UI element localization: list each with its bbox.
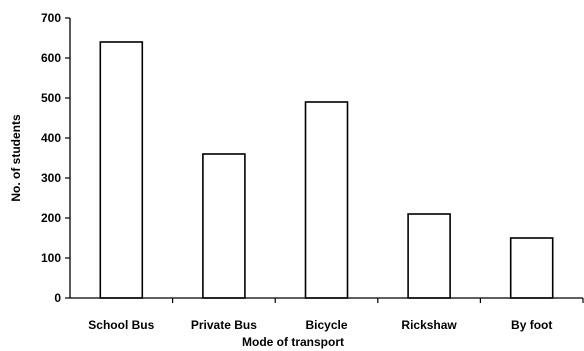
y-axis-label: No. of students	[9, 114, 23, 202]
bar	[202, 153, 246, 299]
x-tick-label: By foot	[511, 318, 552, 332]
bar	[407, 213, 451, 299]
y-axis-ticks: 0 100 200 300 400 500 600 700	[41, 11, 70, 305]
bar	[509, 237, 554, 299]
y-tick-label: 0	[54, 291, 61, 305]
y-tick-label: 500	[41, 91, 61, 105]
y-tick-label: 700	[41, 11, 61, 25]
x-tick-label: School Bus	[88, 318, 154, 332]
y-tick-label: 600	[41, 51, 61, 65]
bar	[99, 41, 144, 299]
y-tick-label: 100	[41, 251, 61, 265]
y-tick-label: 400	[41, 131, 61, 145]
x-tick-label: Rickshaw	[401, 318, 457, 332]
x-axis-label: Mode of transport	[242, 335, 344, 349]
y-tick-label: 300	[41, 171, 61, 185]
bar	[304, 101, 349, 299]
y-tick-label: 200	[41, 211, 61, 225]
bars-group	[99, 41, 554, 299]
x-tick-label: Private Bus	[191, 318, 257, 332]
x-axis-ticks: School Bus Private Bus Bicycle Rickshaw By f…	[88, 298, 584, 332]
x-tick-label: Bicycle	[305, 318, 347, 332]
